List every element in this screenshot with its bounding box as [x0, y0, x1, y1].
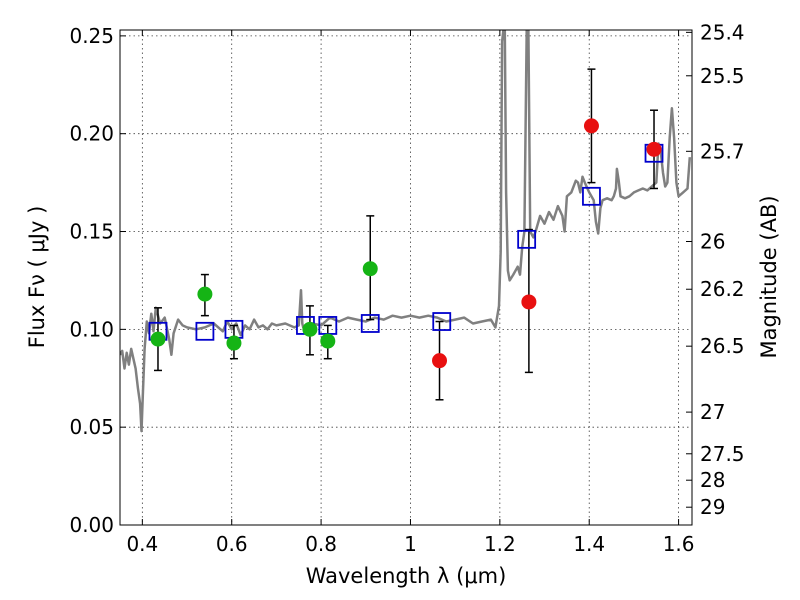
- x-tick-label: 1.2: [484, 532, 516, 556]
- x-axis-label: Wavelength λ (μm): [306, 564, 507, 588]
- green-data-point: [226, 335, 242, 351]
- green-data-point: [197, 286, 213, 302]
- y-axis-label: Flux Fν ( μJy ): [25, 206, 49, 349]
- y-tick-label: 0.05: [69, 415, 114, 439]
- model-photometry-square: [582, 186, 601, 206]
- plot-frame: [119, 29, 693, 526]
- x-tick-label: 1: [404, 532, 417, 556]
- y-tick-label: 0.10: [69, 317, 114, 341]
- spectrum-line: [120, 30, 692, 433]
- right-tick-label: 25.4: [700, 20, 745, 44]
- right-tick-label: 27.5: [700, 442, 745, 466]
- y-tick-label: 0.15: [69, 220, 114, 244]
- model-photometry-square: [195, 321, 215, 341]
- red-data-point: [432, 353, 448, 369]
- x-tick-label: 1.4: [573, 532, 605, 556]
- model-photometry-square: [360, 314, 380, 333]
- right-tick-label: 28: [700, 468, 725, 492]
- right-axis-label: Magnitude (AB): [757, 195, 781, 358]
- right-tick-label: 26: [700, 230, 725, 254]
- right-tick-label: 26.5: [700, 334, 745, 358]
- right-tick-label: 26.2: [700, 277, 745, 301]
- right-tick-label: 25.5: [700, 64, 745, 88]
- y-tick-label: 0.20: [69, 122, 114, 146]
- model-photometry-square: [432, 312, 452, 331]
- axes: 0.4 0.6 0.8 1 1.2 1.4 1.6 0.00 0.05 0.10 0.15 0.20 0…: [69, 20, 744, 556]
- plot-area: [120, 30, 692, 433]
- right-tick-label: 27: [700, 400, 725, 424]
- x-tick-label: 0.8: [305, 532, 337, 556]
- x-tick-label: 0.6: [216, 532, 248, 556]
- green-data-point: [302, 321, 318, 337]
- red-data-point: [646, 141, 662, 157]
- x-tick-label: 1.6: [663, 532, 695, 556]
- green-data-point: [362, 261, 378, 277]
- y-tick-label: 0.00: [69, 513, 114, 537]
- model-photometry-square: [517, 229, 537, 249]
- red-data-point: [521, 294, 537, 310]
- right-tick-label: 25.7: [700, 139, 745, 163]
- x-tick-label: 0.4: [126, 532, 158, 556]
- green-data-point: [150, 331, 166, 347]
- red-data-point: [583, 118, 599, 134]
- green-data-point: [320, 333, 336, 349]
- right-tick-label: 29: [700, 495, 725, 519]
- y-tick-label: 0.25: [69, 24, 114, 48]
